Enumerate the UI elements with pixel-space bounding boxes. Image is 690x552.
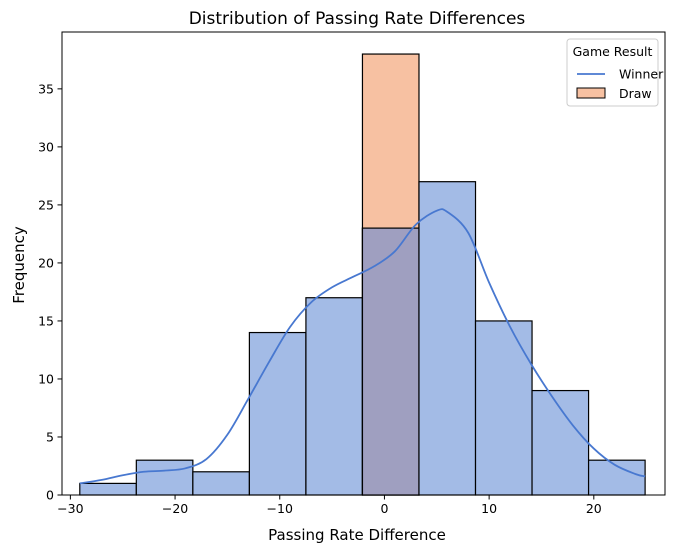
y-tick-label: 15 <box>38 313 54 328</box>
bar-winner-4 <box>305 297 364 496</box>
x-axis-label: Passing Rate Difference <box>268 526 446 544</box>
y-tick-label: 20 <box>38 255 54 270</box>
bar-winner-9 <box>587 459 646 496</box>
legend-draw-swatch <box>576 87 606 99</box>
legend-title: Game Result <box>573 44 653 59</box>
bar-winner-1 <box>135 459 194 496</box>
y-axis-label: Frequency <box>10 226 28 304</box>
legend-winner-label: Winner <box>619 67 664 82</box>
x-tick-label: −20 <box>162 501 188 516</box>
bar-winner-0 <box>79 482 137 496</box>
y-tick-label: 35 <box>38 81 54 96</box>
y-tick-label: 30 <box>38 139 54 154</box>
y-tick-label: 0 <box>46 488 54 503</box>
x-tick-label: 20 <box>586 501 602 516</box>
bar-winner-3 <box>248 331 307 496</box>
bar-overlap-5 <box>361 227 420 496</box>
bars-layer <box>79 53 646 496</box>
x-tick-label: −10 <box>267 501 293 516</box>
bar-winner-7 <box>474 320 533 496</box>
y-tick-label: 5 <box>46 429 54 444</box>
axes-layer: −30 −20 −10 0 10 20 0 5 10 15 20 25 30 35 <box>38 31 666 516</box>
kde-layer <box>79 208 646 485</box>
legend-draw-label: Draw <box>619 86 652 101</box>
x-tick-label: 0 <box>380 501 388 516</box>
chart-title: Distribution of Passing Rate Differences <box>189 9 526 29</box>
bar-winner-2 <box>192 471 250 496</box>
bar-winner-6 <box>418 181 477 496</box>
legend: Game Result Winner Draw <box>566 38 664 107</box>
axes-frame <box>61 31 666 496</box>
y-tick-label: 10 <box>38 371 54 386</box>
x-tick-label: 10 <box>481 501 497 516</box>
y-tick-label: 25 <box>38 197 54 212</box>
bar-winner-8 <box>531 389 590 496</box>
x-tick-label: −30 <box>57 501 83 516</box>
kde-line-winner <box>79 208 646 485</box>
